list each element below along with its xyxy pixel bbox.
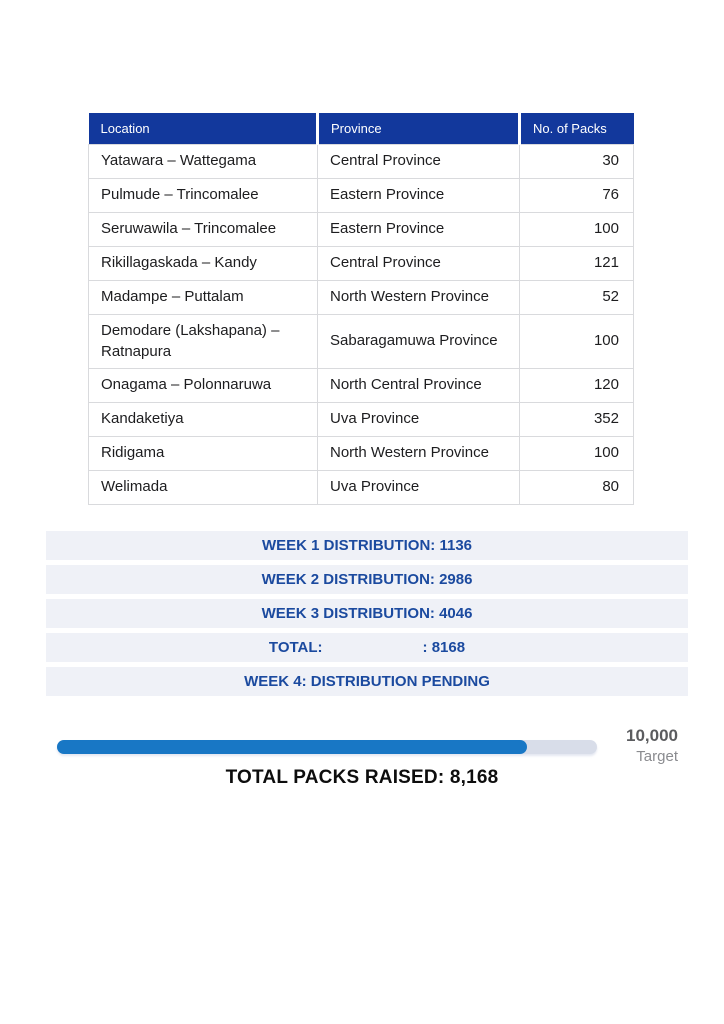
location-cell: Rikillagaskada – Kandy <box>88 246 318 281</box>
header-location: Location <box>88 113 319 145</box>
week2-band: WEEK 2 DISTRIBUTION: 2986 <box>46 565 688 594</box>
packs-cell: 52 <box>519 280 634 315</box>
location-cell: Welimada <box>88 470 318 505</box>
table-row: Yatawara – Wattegama Central Province 30 <box>88 144 634 179</box>
packs-cell: 121 <box>519 246 634 281</box>
packs-cell: 100 <box>519 436 634 471</box>
location-cell: Seruwawila – Trincomalee <box>88 212 318 247</box>
total-pair: TOTAL: : 8168 <box>269 639 465 656</box>
week1-text: WEEK 1 DISTRIBUTION: 1136 <box>261 537 473 554</box>
province-cell: Eastern Province <box>317 212 520 247</box>
header-packs: No. of Packs <box>519 113 634 145</box>
province-cell: Eastern Province <box>317 178 520 213</box>
table-row: Welimada Uva Province 80 <box>88 470 634 505</box>
distribution-table: Location Province No. of Packs Yatawara … <box>88 113 634 505</box>
packs-cell: 120 <box>519 368 634 403</box>
province-cell: Uva Province <box>317 402 520 437</box>
week2-text: WEEK 2 DISTRIBUTION: 2986 <box>261 571 473 588</box>
table-row: Rikillagaskada – Kandy Central Province … <box>88 246 634 281</box>
packs-cell: 76 <box>519 178 634 213</box>
packs-cell: 30 <box>519 144 634 179</box>
table-row: Pulmude – Trincomalee Eastern Province 7… <box>88 178 634 213</box>
packs-cell: 100 <box>519 314 634 369</box>
table-row: Demodare (Lakshapana) – Ratnapura Sabara… <box>88 314 634 369</box>
target-value: 10,000 <box>626 726 678 745</box>
province-cell: Sabaragamuwa Province <box>317 314 520 369</box>
total-band: TOTAL: : 8168 <box>46 633 688 662</box>
province-cell: North Western Province <box>317 280 520 315</box>
summary-bands: WEEK 1 DISTRIBUTION: 1136 WEEK 2 DISTRIB… <box>46 531 688 701</box>
location-cell: Yatawara – Wattegama <box>88 144 318 179</box>
week1-band: WEEK 1 DISTRIBUTION: 1136 <box>46 531 688 560</box>
location-cell: Kandaketiya <box>88 402 318 437</box>
table-row: Madampe – Puttalam North Western Provinc… <box>88 280 634 315</box>
province-cell: North Central Province <box>317 368 520 403</box>
total-value: : 8168 <box>422 639 466 656</box>
table-header-row: Location Province No. of Packs <box>88 113 634 145</box>
header-province: Province <box>317 113 521 145</box>
week4-text: WEEK 4: DISTRIBUTION PENDING <box>244 673 490 690</box>
week3-text: WEEK 3 DISTRIBUTION: 4046 <box>261 605 473 622</box>
location-cell: Onagama – Polonnaruwa <box>88 368 318 403</box>
table-row: Ridigama North Western Province 100 <box>88 436 634 471</box>
packs-cell: 100 <box>519 212 634 247</box>
total-label: TOTAL: <box>268 639 323 656</box>
table-row: Onagama – Polonnaruwa North Central Prov… <box>88 368 634 403</box>
province-cell: North Western Province <box>317 436 520 471</box>
progress-bar-track <box>57 740 597 754</box>
province-cell: Central Province <box>317 144 520 179</box>
location-cell: Ridigama <box>88 436 318 471</box>
province-cell: Central Province <box>317 246 520 281</box>
table-row: Kandaketiya Uva Province 352 <box>88 402 634 437</box>
progress-bar-fill <box>57 740 527 754</box>
week4-band: WEEK 4: DISTRIBUTION PENDING <box>46 667 688 696</box>
week3-band: WEEK 3 DISTRIBUTION: 4046 <box>46 599 688 628</box>
location-cell: Madampe – Puttalam <box>88 280 318 315</box>
location-cell: Demodare (Lakshapana) – Ratnapura <box>88 314 318 369</box>
target-label: Target <box>636 748 678 765</box>
total-packs-caption: TOTAL PACKS RAISED: 8,168 <box>225 767 499 788</box>
packs-cell: 352 <box>519 402 634 437</box>
packs-cell: 80 <box>519 470 634 505</box>
location-cell: Pulmude – Trincomalee <box>88 178 318 213</box>
table-row: Seruwawila – Trincomalee Eastern Provinc… <box>88 212 634 247</box>
target-box: 10,000 Target <box>626 725 678 767</box>
province-cell: Uva Province <box>317 470 520 505</box>
